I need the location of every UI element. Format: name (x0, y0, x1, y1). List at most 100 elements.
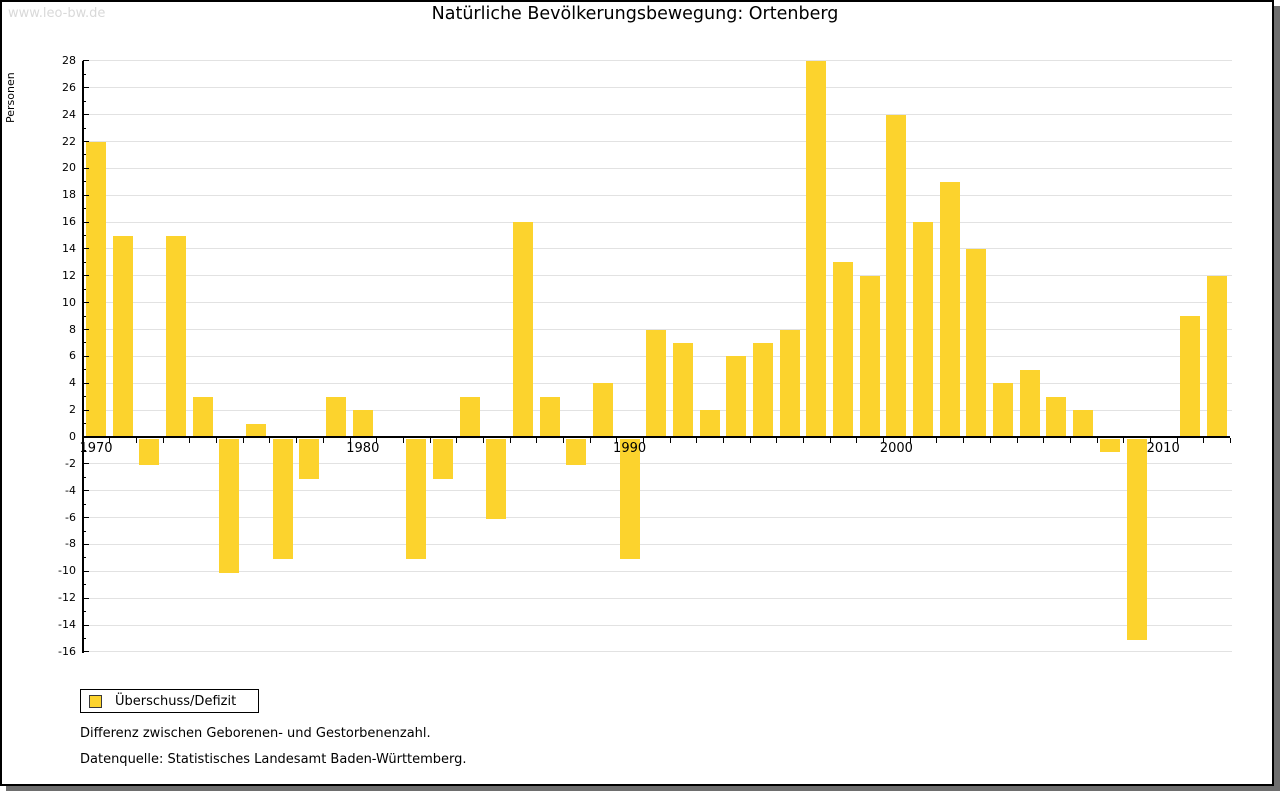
x-tick (909, 437, 911, 443)
bar (299, 438, 320, 479)
gridline (82, 114, 1232, 116)
gridline (82, 624, 1232, 626)
bar (592, 383, 613, 437)
gridline (82, 651, 1232, 653)
y-major-tick (83, 194, 89, 196)
frame-shadow-bottom (6, 786, 1274, 791)
watermark: www.leo-bw.de (8, 6, 106, 21)
x-tick (1016, 437, 1018, 443)
y-minor-tick (83, 127, 86, 129)
bar (966, 248, 987, 437)
gridline (82, 302, 1232, 304)
x-tick (963, 437, 965, 443)
x-tick (616, 437, 618, 443)
y-tick-label: 24 (62, 107, 76, 121)
x-tick (402, 437, 404, 443)
y-minor-tick (83, 476, 86, 478)
y-minor-tick (83, 288, 86, 290)
gridline (82, 60, 1232, 62)
x-tick-label: 2010 (1146, 441, 1180, 456)
x-tick (322, 437, 324, 443)
x-tick (562, 437, 564, 443)
x-tick (296, 437, 298, 443)
bar (1179, 316, 1200, 437)
x-tick (696, 437, 698, 443)
x-tick (269, 437, 271, 443)
y-minor-tick (83, 315, 86, 317)
y-tick-label: -10 (58, 564, 76, 578)
bar (1019, 369, 1040, 437)
y-major-tick (83, 302, 89, 304)
y-minor-tick (83, 208, 86, 210)
y-minor-tick (83, 396, 86, 398)
bar (672, 342, 693, 437)
bar (619, 438, 640, 560)
frame-shadow-right (1274, 6, 1280, 791)
x-tick (749, 437, 751, 443)
x-tick (829, 437, 831, 443)
gridline (82, 463, 1232, 465)
y-minor-tick (83, 557, 86, 559)
x-tick (1123, 437, 1125, 443)
y-minor-tick (83, 637, 86, 639)
y-minor-tick (83, 584, 86, 586)
footnote-source: Datenquelle: Statistisches Landesamt Bad… (80, 752, 467, 767)
legend-label: Überschuss/Defizit (115, 693, 237, 709)
y-tick-label: -8 (65, 537, 76, 551)
gridline (82, 517, 1232, 519)
y-major-tick (83, 167, 89, 169)
y-major-tick (83, 329, 89, 331)
y-tick-label: -6 (65, 510, 76, 524)
bar (326, 396, 347, 437)
x-tick (82, 437, 84, 443)
x-tick (536, 437, 538, 443)
gridline (82, 490, 1232, 492)
bar (352, 410, 373, 437)
chart-title: Natürliche Bevölkerungsbewegung: Ortenbe… (431, 4, 839, 24)
y-tick-label: 0 (69, 430, 76, 443)
y-major-tick (83, 651, 89, 653)
y-tick-label: 26 (62, 80, 76, 94)
gridline (82, 248, 1232, 250)
x-tick (216, 437, 218, 443)
x-tick (803, 437, 805, 443)
x-tick (482, 437, 484, 443)
bar (86, 141, 106, 437)
y-tick-label: 28 (62, 53, 76, 67)
y-major-tick (83, 221, 89, 223)
x-tick-label: 1990 (613, 441, 647, 456)
gridline (82, 597, 1232, 599)
footnote-definition: Differenz zwischen Geborenen- und Gestor… (80, 726, 431, 741)
bar (1046, 396, 1067, 437)
y-minor-tick (83, 73, 86, 75)
x-tick (589, 437, 591, 443)
bar (139, 438, 160, 466)
y-minor-tick (83, 369, 86, 371)
y-tick-label: 20 (62, 161, 76, 175)
bar (192, 396, 213, 437)
legend-swatch-icon (89, 694, 102, 708)
gridline (82, 543, 1232, 545)
y-tick-label: 6 (69, 349, 76, 363)
y-tick-label: -14 (58, 618, 76, 632)
x-tick (989, 437, 991, 443)
x-tick (189, 437, 191, 443)
y-minor-tick (83, 503, 86, 505)
x-tick (242, 437, 244, 443)
gridline (82, 275, 1232, 277)
gridline (82, 570, 1232, 572)
bar (432, 438, 453, 479)
bar (459, 396, 480, 437)
x-tick (429, 437, 431, 443)
x-tick (1069, 437, 1071, 443)
x-tick (136, 437, 138, 443)
x-tick-label: 1980 (346, 441, 380, 456)
x-tick (856, 437, 858, 443)
y-minor-tick (83, 261, 86, 263)
x-tick (1176, 437, 1178, 443)
x-tick (162, 437, 164, 443)
bar (272, 438, 293, 560)
y-tick-label: 2 (69, 403, 76, 417)
